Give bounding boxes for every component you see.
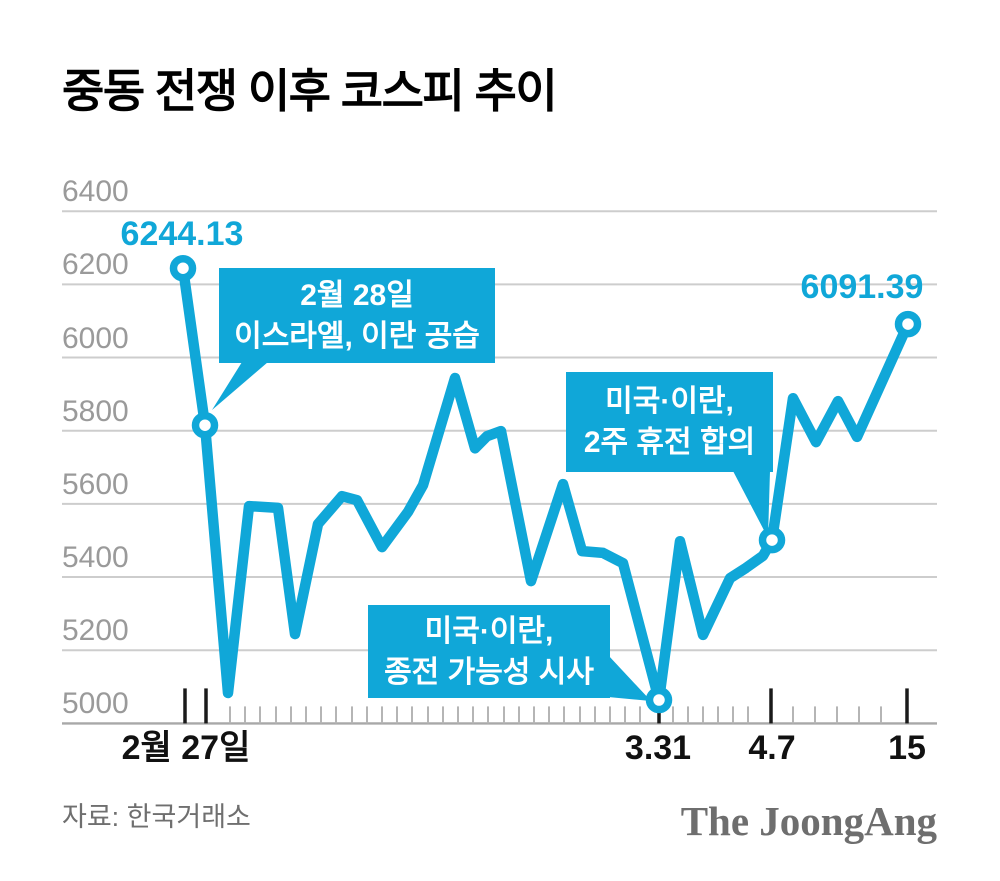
annotation-text: 미국·이란,: [424, 614, 554, 648]
value-label-start: 6244.13: [120, 215, 244, 253]
data-point-marker: [169, 254, 197, 282]
y-axis-label: 5600: [62, 467, 129, 501]
chart-title: 중동 전쟁 이후 코스피 추이: [62, 65, 558, 117]
y-axis-label: 5000: [62, 687, 129, 721]
annotation-tail: [212, 362, 268, 410]
x-axis-label: 2월 27일: [121, 729, 251, 767]
annotation-box-2: 미국·이란, 2주 휴전 합의: [566, 372, 773, 472]
source-label: 자료: 한국거래소: [62, 802, 251, 832]
data-point-marker: [894, 310, 922, 338]
data-point-marker: [758, 526, 786, 554]
annotation-text: 2월 28일: [300, 278, 414, 312]
annotation-text: 이스라엘, 이란 공습: [234, 319, 480, 353]
y-axis-label: 6400: [62, 175, 129, 209]
annotation-tail: [733, 471, 770, 538]
joongang-logo: The JoongAng: [680, 798, 937, 844]
data-point-marker: [645, 686, 673, 714]
y-axis-label: 6000: [62, 321, 129, 355]
annotation-box-3: 미국·이란, 종전 가능성 시사: [368, 605, 610, 698]
annotation-tail: [608, 655, 651, 701]
annotation-text: 종전 가능성 시사: [384, 655, 594, 689]
x-axis-label: 3.31: [624, 729, 692, 767]
value-label-end: 6091.39: [800, 268, 924, 306]
y-axis-label: 6200: [62, 248, 129, 282]
y-axis-label: 5800: [62, 394, 129, 428]
data-point-marker: [191, 411, 219, 439]
x-axis-label: 15: [888, 729, 926, 767]
y-axis-label: 5200: [62, 614, 129, 648]
x-axis-label: 4.7: [748, 729, 796, 767]
annotation-text: 2주 휴전 합의: [583, 426, 756, 459]
y-axis-label: 5400: [62, 541, 129, 575]
annotation-text: 미국·이란,: [605, 385, 734, 418]
